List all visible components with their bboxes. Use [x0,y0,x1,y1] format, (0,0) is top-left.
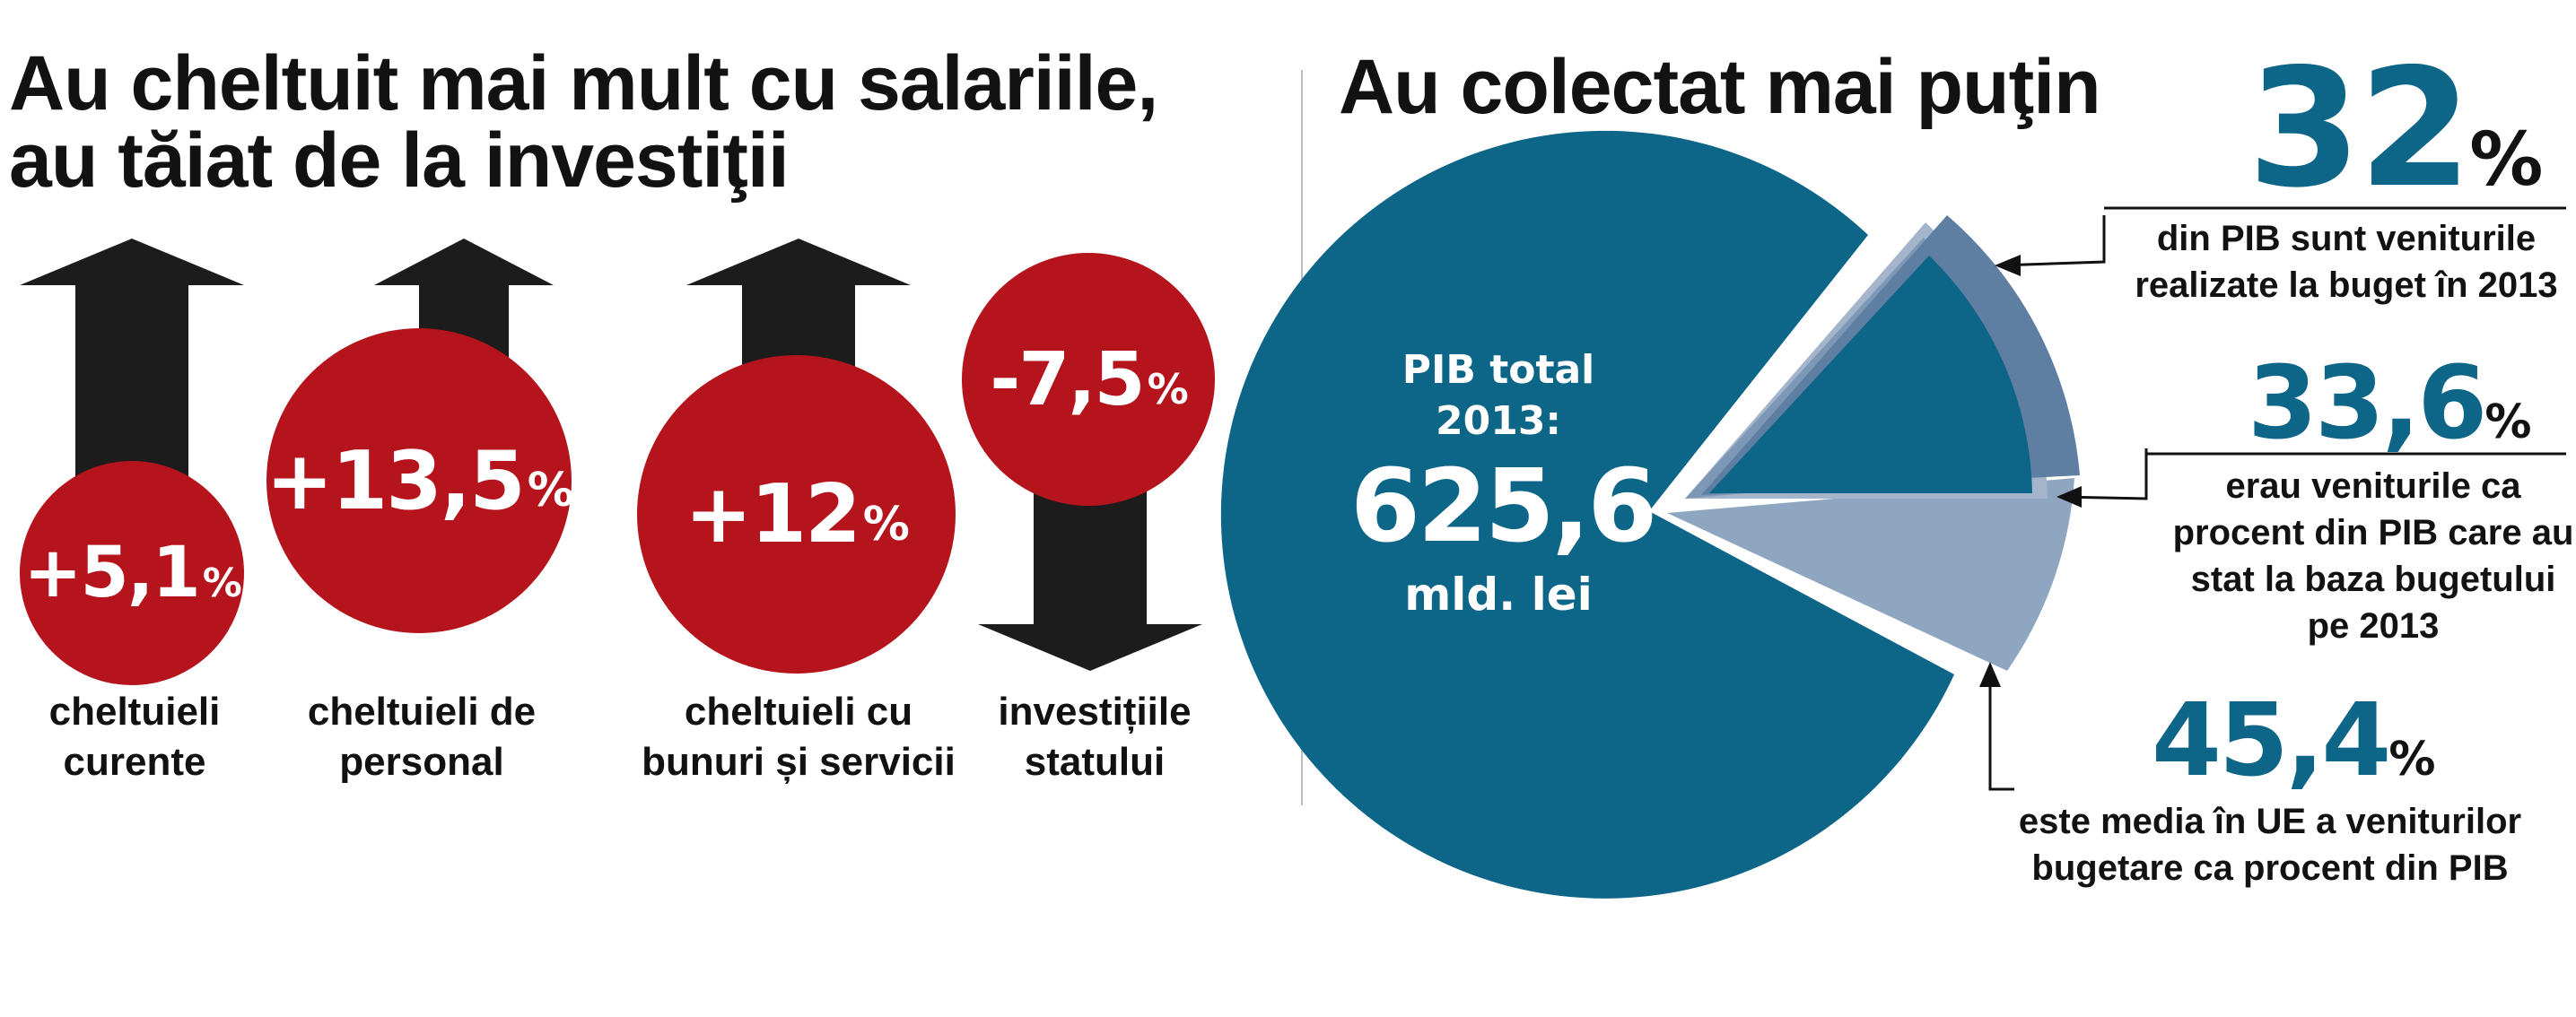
right-title: Au colectat mai puţin [1339,44,2101,130]
pie-center-unit: mld. lei [1404,568,1593,621]
label-investment: investițiile statului [969,687,1220,788]
label-line: curente [63,740,206,785]
percent-sign: % [862,497,910,552]
note-line: erau veniturile ca [2225,466,2521,506]
change-value: +13,5 [266,433,525,528]
change-circle-personnel: +13,5% [266,328,574,633]
label-personnel: cheltuieli de personal [278,687,565,788]
note-line: este media în UE a veniturilor [2018,802,2522,841]
annotation-value-45-4: 45,4% [2152,691,2435,791]
pie-center-label: PIB total 2013: 625,6 mld. lei [1350,344,1657,622]
label-line: statului [1024,740,1166,785]
arrowhead-icon [1995,255,2021,276]
percent-sign: % [527,464,574,517]
label-line: cheltuieli cu [684,690,913,734]
pie-slice-main [1220,130,1954,899]
note-line: bugetare ca procent din PIB [2031,848,2509,888]
label-line: personal [339,740,504,785]
change-circle-current: +5,1% [20,461,244,685]
change-value: -7,5 [990,336,1145,422]
percent-sign: % [2388,733,2436,787]
label-line: bunuri și servicii [642,740,956,785]
annotation-number: 45,4 [2152,682,2391,799]
note-line: realizate la buget în 2013 [2135,265,2558,305]
annotation-text-33-6: erau veniturile ca procent din PIB care … [2171,463,2575,649]
left-title-line1: Au cheltuit mai mult cu salariile, [9,40,1158,126]
percent-sign: % [1147,365,1189,413]
arrow-down-icon [978,466,1202,671]
percent-sign: % [202,560,242,606]
left-title-line2: au tăiat de la investiţii [9,117,790,204]
pie-slice-eu-average [1667,478,2074,671]
change-value: +12 [685,467,861,561]
pie-slice-realized [1709,256,2032,493]
annotation-text-32: din PIB sunt veniturile realizate la bug… [2118,215,2575,309]
annotation-number: 33,6 [2248,345,2487,462]
label-line: investițiile [998,690,1192,734]
annotation-value-32: 32% [2248,47,2543,210]
note-line: procent din PIB care au [2172,513,2574,552]
annotation-text-45-4: este media în UE a veniturilor bugetare … [2001,798,2539,891]
annotation-number: 32 [2248,33,2472,223]
label-goods: cheltuieli cu bunuri și servicii [628,687,969,788]
label-line: cheltuieli de [307,690,537,734]
pie-center-line2: 2013: [1435,398,1562,445]
percent-sign: % [2484,396,2532,449]
arrowhead-icon [1979,662,2001,687]
pie-center-value: 625,6 [1350,448,1657,566]
note-line: din PIB sunt veniturile [2156,219,2537,258]
change-circle-goods: +12% [637,355,956,674]
change-circle-investment: -7,5% [962,253,1215,506]
arrowhead-icon [2056,486,2082,508]
annotation-value-33-6: 33,6% [2248,353,2531,454]
label-line: cheltuieli [48,690,221,734]
percent-sign: % [2469,117,2544,203]
pie-center-line1: PIB total [1402,347,1595,393]
arrow-up-icon [20,239,244,477]
note-line: pe 2013 [2307,606,2440,646]
label-current: cheltuieli curente [0,687,269,788]
note-line: stat la baza bugetului [2190,560,2556,599]
left-title: Au cheltuit mai mult cu salariile, au tă… [9,45,1265,199]
change-value: +5,1 [23,533,201,613]
